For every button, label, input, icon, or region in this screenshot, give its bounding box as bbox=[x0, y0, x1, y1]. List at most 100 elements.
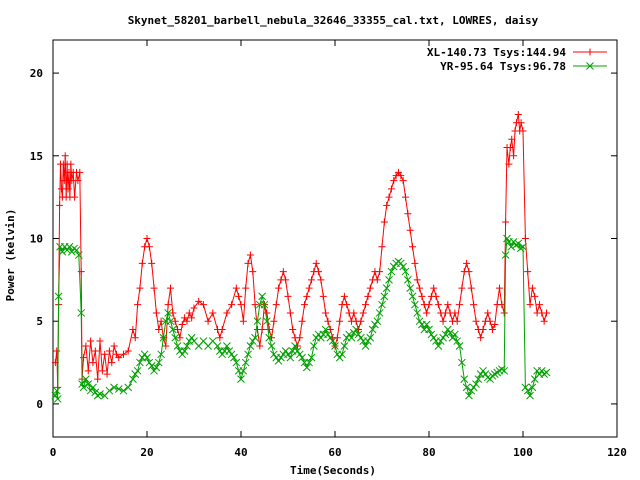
data-point bbox=[183, 342, 191, 350]
data-point bbox=[467, 386, 476, 395]
data-point bbox=[362, 301, 370, 309]
data-point bbox=[422, 320, 431, 329]
data-point bbox=[425, 325, 433, 334]
data-point bbox=[82, 342, 90, 350]
data-point bbox=[496, 284, 503, 292]
data-point bbox=[159, 333, 168, 342]
data-point bbox=[340, 292, 348, 300]
data-point bbox=[349, 328, 358, 337]
data-point bbox=[168, 325, 177, 334]
data-point bbox=[56, 201, 64, 209]
data-point bbox=[270, 317, 278, 325]
data-point bbox=[509, 237, 518, 246]
data-point bbox=[411, 300, 419, 309]
data-point bbox=[74, 177, 82, 185]
data-point bbox=[488, 325, 496, 333]
data-point bbox=[326, 333, 335, 342]
data-point bbox=[501, 251, 510, 259]
data-point bbox=[402, 193, 409, 201]
data-point bbox=[463, 259, 471, 267]
data-point bbox=[350, 309, 358, 317]
data-point bbox=[537, 366, 546, 375]
data-point bbox=[470, 301, 478, 309]
legend-label: XL-140.73 Tsys:144.94 bbox=[427, 46, 566, 59]
data-point bbox=[373, 317, 382, 326]
data-point bbox=[293, 347, 302, 355]
data-point bbox=[246, 342, 255, 350]
data-point bbox=[542, 368, 551, 377]
series-line bbox=[54, 236, 547, 400]
data-point bbox=[84, 367, 92, 375]
data-point bbox=[244, 259, 252, 267]
data-point bbox=[432, 292, 440, 300]
data-point bbox=[335, 353, 344, 362]
data-point bbox=[76, 168, 84, 176]
data-point bbox=[129, 375, 137, 383]
data-point bbox=[180, 347, 189, 355]
data-point bbox=[178, 321, 186, 329]
data-point bbox=[91, 388, 100, 397]
data-point bbox=[443, 325, 452, 334]
data-point bbox=[223, 342, 231, 350]
data-point bbox=[84, 380, 93, 388]
data-point bbox=[498, 301, 506, 309]
data-point bbox=[241, 358, 250, 367]
data-point bbox=[258, 325, 266, 333]
data-point bbox=[86, 386, 95, 395]
data-point bbox=[295, 350, 304, 359]
data-point bbox=[418, 292, 426, 300]
data-point bbox=[456, 301, 464, 309]
data-point bbox=[308, 276, 315, 284]
x-tick-label: 80 bbox=[422, 446, 435, 459]
data-point bbox=[439, 333, 447, 342]
data-point bbox=[237, 301, 245, 309]
data-point bbox=[436, 337, 445, 345]
data-point bbox=[183, 317, 191, 325]
data-point bbox=[150, 366, 158, 375]
data-point bbox=[359, 309, 367, 317]
data-point bbox=[213, 342, 222, 350]
y-tick-label: 10 bbox=[30, 233, 43, 246]
data-point bbox=[152, 363, 161, 372]
data-point bbox=[242, 284, 250, 292]
data-point bbox=[178, 350, 187, 359]
data-point bbox=[526, 301, 534, 309]
data-point bbox=[134, 301, 142, 309]
data-point bbox=[376, 268, 384, 276]
legend-label: YR-95.64 Tsys:96.78 bbox=[440, 60, 566, 73]
data-point bbox=[403, 276, 412, 284]
data-point bbox=[204, 317, 212, 325]
data-point bbox=[364, 337, 372, 345]
data-point bbox=[331, 342, 339, 350]
data-point bbox=[382, 284, 391, 292]
data-point bbox=[430, 284, 438, 292]
data-point bbox=[145, 358, 154, 367]
data-point bbox=[540, 317, 548, 325]
x-tick-label: 0 bbox=[50, 446, 57, 459]
data-point bbox=[415, 317, 424, 326]
data-point bbox=[399, 177, 407, 185]
data-point bbox=[260, 300, 269, 309]
data-point bbox=[115, 354, 123, 362]
data-point bbox=[157, 317, 165, 325]
data-point bbox=[448, 333, 457, 342]
data-point bbox=[265, 325, 273, 333]
data-point bbox=[164, 301, 172, 309]
data-point bbox=[387, 185, 395, 193]
data-point bbox=[110, 383, 118, 392]
data-point bbox=[281, 347, 290, 355]
data-point bbox=[96, 390, 104, 398]
data-point bbox=[309, 342, 318, 350]
data-point bbox=[352, 325, 361, 334]
data-point bbox=[378, 243, 386, 251]
data-point bbox=[385, 276, 393, 284]
data-point bbox=[535, 301, 543, 309]
data-point bbox=[235, 292, 243, 300]
data-point bbox=[296, 334, 304, 342]
data-point bbox=[444, 301, 452, 309]
data-point bbox=[265, 333, 274, 342]
data-point bbox=[307, 353, 316, 362]
data-point bbox=[162, 342, 170, 350]
data-point bbox=[479, 366, 487, 375]
data-point bbox=[145, 243, 153, 251]
